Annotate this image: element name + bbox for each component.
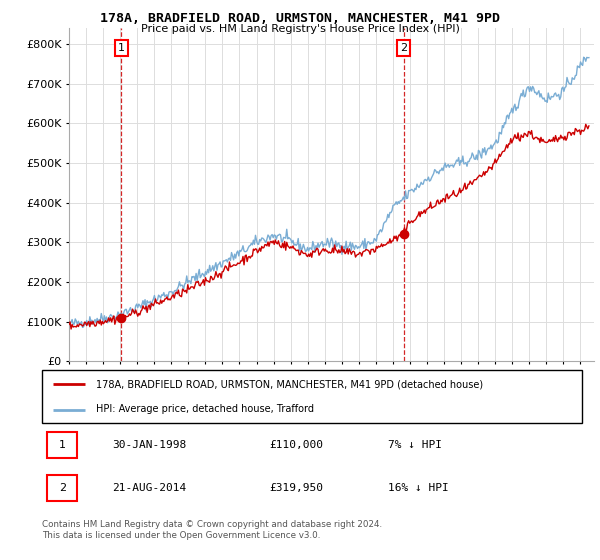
- Text: 178A, BRADFIELD ROAD, URMSTON, MANCHESTER, M41 9PD: 178A, BRADFIELD ROAD, URMSTON, MANCHESTE…: [100, 12, 500, 25]
- Text: 1: 1: [59, 440, 66, 450]
- Text: 21-AUG-2014: 21-AUG-2014: [112, 483, 187, 493]
- Text: 1: 1: [118, 43, 125, 53]
- Text: 178A, BRADFIELD ROAD, URMSTON, MANCHESTER, M41 9PD (detached house): 178A, BRADFIELD ROAD, URMSTON, MANCHESTE…: [96, 380, 483, 390]
- Text: HPI: Average price, detached house, Trafford: HPI: Average price, detached house, Traf…: [96, 404, 314, 414]
- Text: £110,000: £110,000: [269, 440, 323, 450]
- FancyBboxPatch shape: [47, 475, 77, 501]
- Text: 30-JAN-1998: 30-JAN-1998: [112, 440, 187, 450]
- Text: £319,950: £319,950: [269, 483, 323, 493]
- Text: 2: 2: [400, 43, 407, 53]
- FancyBboxPatch shape: [42, 370, 582, 423]
- Text: Contains HM Land Registry data © Crown copyright and database right 2024.
This d: Contains HM Land Registry data © Crown c…: [42, 520, 382, 540]
- Text: Price paid vs. HM Land Registry's House Price Index (HPI): Price paid vs. HM Land Registry's House …: [140, 24, 460, 34]
- Text: 7% ↓ HPI: 7% ↓ HPI: [388, 440, 442, 450]
- Text: 2: 2: [59, 483, 66, 493]
- Text: 16% ↓ HPI: 16% ↓ HPI: [388, 483, 448, 493]
- FancyBboxPatch shape: [47, 432, 77, 458]
